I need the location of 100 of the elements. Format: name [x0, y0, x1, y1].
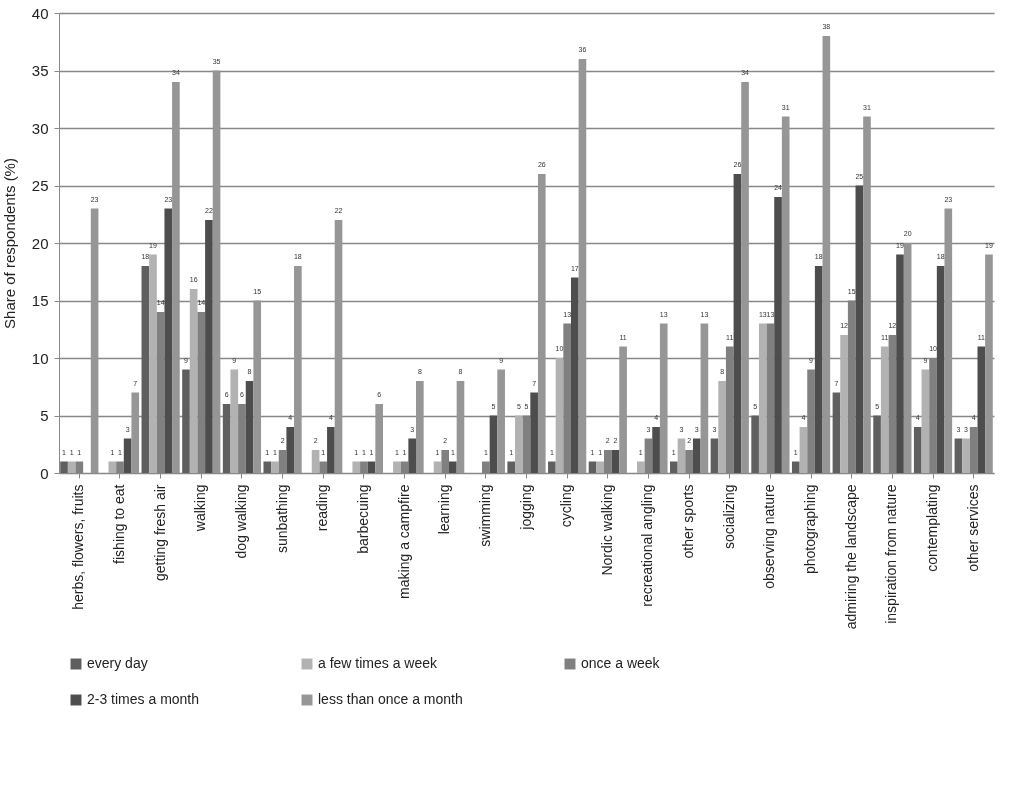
bar: [449, 461, 457, 473]
bar: [212, 70, 221, 473]
bar: [611, 450, 620, 473]
bar: [903, 243, 912, 473]
bar: [863, 116, 871, 473]
bar: [530, 392, 538, 473]
bar: [944, 208, 953, 473]
x-tick-label: reading: [314, 484, 331, 532]
bar: [985, 254, 993, 473]
legend-label: once a week: [581, 655, 661, 671]
bar: [774, 197, 782, 473]
bar: [327, 427, 335, 473]
bar: [791, 461, 800, 473]
bar: [936, 266, 945, 473]
x-tick-label: learning: [436, 484, 453, 535]
bar: [416, 381, 424, 473]
x-tick-label: barbecuing: [354, 484, 371, 554]
bar: [921, 369, 930, 473]
y-tick-label: 0: [40, 464, 49, 482]
y-tick-label: 20: [31, 234, 49, 252]
bar: [733, 174, 742, 473]
bar: [537, 174, 546, 473]
bar: [123, 438, 132, 473]
bar: [90, 208, 99, 473]
legend-label: every day: [87, 655, 148, 671]
bar: [67, 461, 76, 473]
bar: [60, 461, 68, 473]
x-tick-label: dog walking: [232, 484, 249, 559]
x-tick-label: fishing to eat: [110, 484, 127, 564]
x-tick-label: contemplating: [924, 484, 941, 572]
bar: [700, 323, 709, 473]
bar: [954, 438, 963, 473]
bar: [131, 392, 140, 473]
bar: [141, 266, 150, 473]
bar: [555, 358, 564, 473]
bar: [710, 438, 719, 473]
bar: [799, 427, 808, 473]
bar: [652, 427, 660, 473]
legend-label: less than once a month: [318, 691, 463, 707]
bar: [677, 438, 686, 473]
bar: [149, 254, 157, 473]
bar: [822, 36, 831, 473]
bar: [814, 266, 823, 473]
bar: [718, 381, 726, 473]
x-tick-label: observing nature: [761, 484, 778, 589]
bar: [375, 404, 383, 473]
bar: [515, 415, 523, 473]
bar: [497, 369, 505, 473]
x-tick-label: other services: [964, 484, 981, 572]
bar: [913, 427, 922, 473]
x-tick-label: other sports: [680, 484, 697, 559]
bar: [253, 300, 262, 473]
bar: [230, 369, 239, 473]
bar: [832, 392, 841, 473]
bar: [741, 82, 749, 473]
bar: [507, 461, 516, 473]
bar: [570, 277, 579, 473]
bar: [751, 415, 759, 473]
x-tick-label: admiring the landscape: [842, 484, 859, 630]
x-tick-label: Nordic walking: [598, 484, 615, 576]
bar: [855, 185, 864, 473]
y-tick-label: 30: [31, 119, 49, 137]
bar: [781, 116, 790, 473]
bar: [896, 254, 904, 473]
bar: [692, 438, 701, 473]
x-tick-label: jogging: [517, 484, 534, 531]
y-axis-title: Share of respondents (%): [0, 158, 18, 329]
x-tick-label: walking: [192, 484, 209, 533]
x-tick-label: socializing: [720, 484, 737, 550]
bar: [670, 461, 678, 473]
bar: [758, 323, 767, 473]
bar: [263, 461, 272, 473]
x-tick-label: sunbathing: [273, 484, 290, 554]
bar: [245, 381, 254, 473]
y-tick-label: 5: [40, 407, 49, 424]
bar: [962, 438, 970, 473]
bar: [352, 461, 361, 473]
bar: [222, 404, 231, 473]
bar: [189, 289, 198, 473]
bar: [456, 381, 465, 473]
y-tick-label: 10: [31, 349, 49, 367]
bar: [311, 450, 320, 473]
legend-label: a few times a week: [318, 655, 439, 671]
bar: [840, 335, 848, 473]
x-tick-label: photographing: [802, 484, 819, 575]
bar: [408, 438, 417, 473]
bar: [294, 266, 302, 473]
x-tick-label: herbs, flowers, fruits: [70, 484, 87, 610]
y-tick-label: 25: [31, 177, 49, 194]
bar: [172, 82, 180, 473]
bar: [873, 415, 881, 473]
bar: [548, 461, 556, 473]
bar: [271, 461, 279, 473]
x-tick-label: swimming: [476, 484, 493, 547]
x-tick-label: inspiration from nature: [883, 484, 900, 624]
x-tick-label: making a campfire: [395, 484, 412, 599]
x-tick-label: recreational angling: [639, 484, 656, 607]
bar: [636, 461, 645, 473]
bar: [619, 346, 627, 473]
bar: [393, 461, 401, 473]
